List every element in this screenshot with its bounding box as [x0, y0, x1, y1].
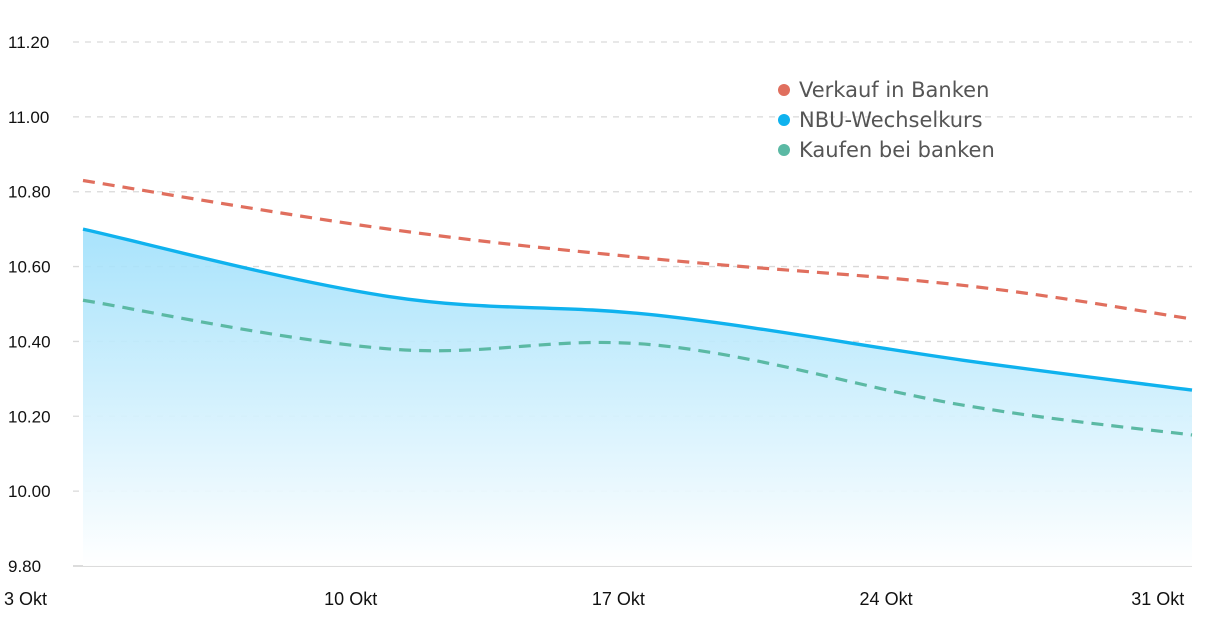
series-line-verkauf-in-banken: [82, 178, 1193, 321]
legend-label: NBU-Wechselkurs: [799, 108, 983, 132]
y-tick-label: 10.40: [8, 332, 51, 351]
series-line-nbu-wechselkurs: [82, 227, 1193, 392]
y-tick-label: 10.00: [8, 482, 51, 501]
y-tick-label: 10.60: [8, 258, 51, 277]
x-tick-label: 3 Okt: [4, 589, 47, 609]
series-area-nbu-wechselkurs: [83, 229, 1192, 566]
series-line-kaufen-bei-banken: [82, 298, 1193, 437]
y-tick-label: 11.20: [8, 33, 49, 52]
x-axis: 3 Okt 10 Okt 17 Okt 24 Okt 31 Okt: [4, 589, 1184, 609]
legend-marker: [778, 114, 790, 126]
series-layer: [82, 178, 1193, 437]
y-tick-label: 11.00: [8, 108, 49, 127]
x-tick-label: 10 Okt: [324, 589, 377, 609]
x-tick-label: 17 Okt: [592, 589, 645, 609]
legend-label: Verkauf in Banken: [799, 78, 989, 102]
area-layer: [83, 229, 1192, 566]
legend-marker: [778, 84, 790, 96]
legend: Verkauf in Banken NBU-Wechselkurs Kaufen b…: [778, 78, 995, 162]
y-tick-label: 10.20: [8, 407, 51, 426]
y-tick-label: 10.80: [8, 183, 51, 202]
x-tick-label: 24 Okt: [860, 589, 913, 609]
y-axis: 9.80 10.00 10.20 10.40 10.60 10.80 11.00 11.20: [8, 33, 51, 576]
x-tick-label: 31 Okt: [1131, 589, 1184, 609]
legend-marker: [778, 144, 790, 156]
y-tick-label: 9.80: [8, 557, 41, 576]
legend-label: Kaufen bei banken: [799, 138, 995, 162]
